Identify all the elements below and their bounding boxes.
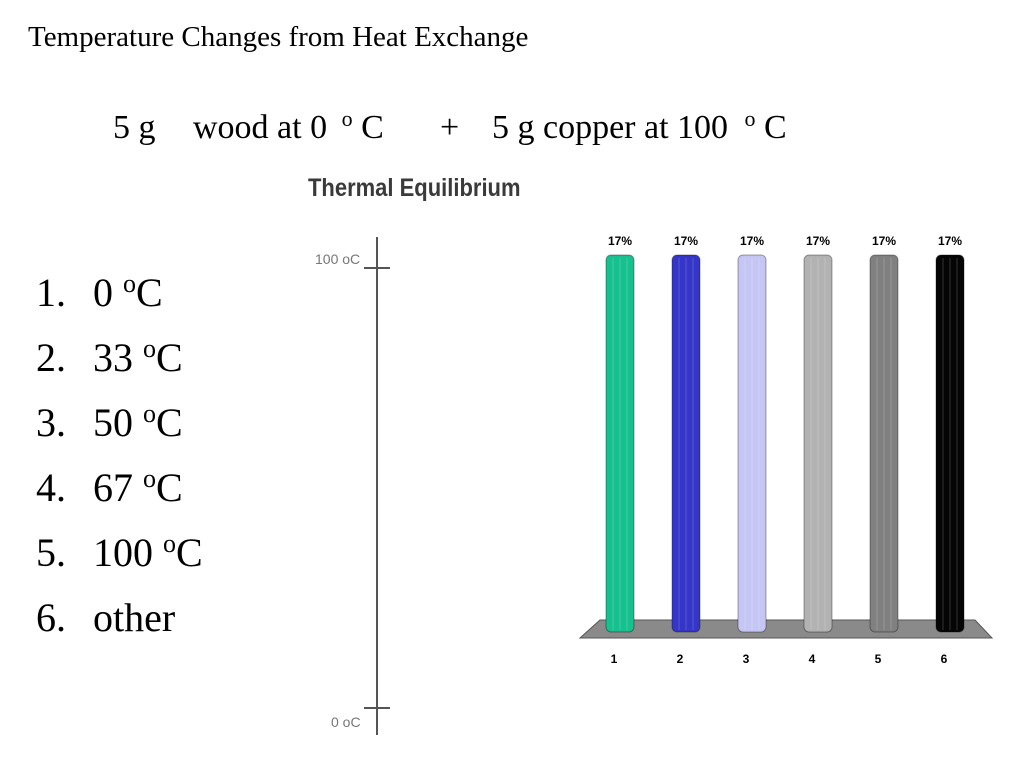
x-tick-label: 3 (743, 652, 750, 666)
option-text: 67 (93, 465, 133, 510)
x-tick-label: 1 (611, 652, 618, 666)
problem-text: C (361, 109, 384, 146)
value-label: 17% (938, 234, 962, 248)
option-text: 50 (93, 400, 133, 445)
bar (671, 254, 701, 633)
problem-text: + (440, 109, 459, 146)
bar (605, 254, 635, 633)
value-label: 17% (608, 234, 632, 248)
thermometer: Thermal Equilibrium 100 oC 0 oC (308, 174, 521, 735)
option: 6. other (36, 595, 175, 640)
problem-sup: o (342, 106, 353, 131)
option-sup: o (143, 464, 156, 493)
options: 1. 0 oC2. 33 oC3. 50 oC4. 67 oC5. 100 oC6. other (36, 269, 203, 641)
bar (803, 254, 833, 633)
option-text: 0 (93, 270, 113, 315)
bar (935, 254, 965, 633)
option-sup: o (163, 529, 176, 558)
option-unit: C (136, 270, 163, 315)
problem-sup: o (745, 106, 756, 131)
problem-text: 5 g copper at 100 (492, 109, 728, 146)
option: 4. 67 oC (36, 464, 183, 511)
option-text: 100 (93, 530, 153, 575)
x-tick-label: 2 (677, 652, 684, 666)
option: 2. 33 oC (36, 334, 183, 381)
value-label: 17% (806, 234, 830, 248)
option-sup: o (143, 334, 156, 363)
option-unit: C (156, 465, 183, 510)
option-unit: C (156, 335, 183, 380)
thermometer-label: 0 oC (331, 714, 361, 730)
x-tick-label: 5 (875, 652, 882, 666)
chart-floor (578, 619, 994, 639)
bar-chart: 17% 1 17% 2 17% 3 17% 4 17% 5 17% 6 (578, 234, 994, 666)
problem-text: wood at 0 (193, 109, 327, 146)
value-label: 17% (740, 234, 764, 248)
option-number: 5. (36, 530, 66, 575)
problem-text: C (764, 109, 787, 146)
thermometer-title: Thermal Equilibrium (308, 174, 521, 202)
value-label: 17% (872, 234, 896, 248)
thermometer-label: 100 oC (315, 251, 360, 267)
option-number: 3. (36, 400, 66, 445)
option-sup: o (123, 269, 136, 298)
option: 5. 100 oC (36, 529, 203, 576)
bar (737, 254, 767, 633)
option-number: 4. (36, 465, 66, 510)
option-text: other (93, 595, 175, 640)
option-number: 6. (36, 595, 66, 640)
option: 1. 0 oC (36, 269, 163, 316)
option-number: 1. (36, 270, 66, 315)
option-unit: C (156, 400, 183, 445)
option-sup: o (143, 399, 156, 428)
slide-title: Temperature Changes from Heat Exchange (28, 21, 528, 53)
bar (869, 254, 899, 633)
option: 3. 50 oC (36, 399, 183, 446)
problem: 5 g wood at 0 o C + 5 g copper at 100 o … (113, 106, 787, 147)
option-unit: C (176, 530, 203, 575)
value-label: 17% (674, 234, 698, 248)
x-tick-label: 4 (809, 652, 816, 666)
option-number: 2. (36, 335, 66, 380)
x-tick-label: 6 (941, 652, 948, 666)
problem-text: 5 g (113, 109, 156, 146)
option-text: 33 (93, 335, 133, 380)
